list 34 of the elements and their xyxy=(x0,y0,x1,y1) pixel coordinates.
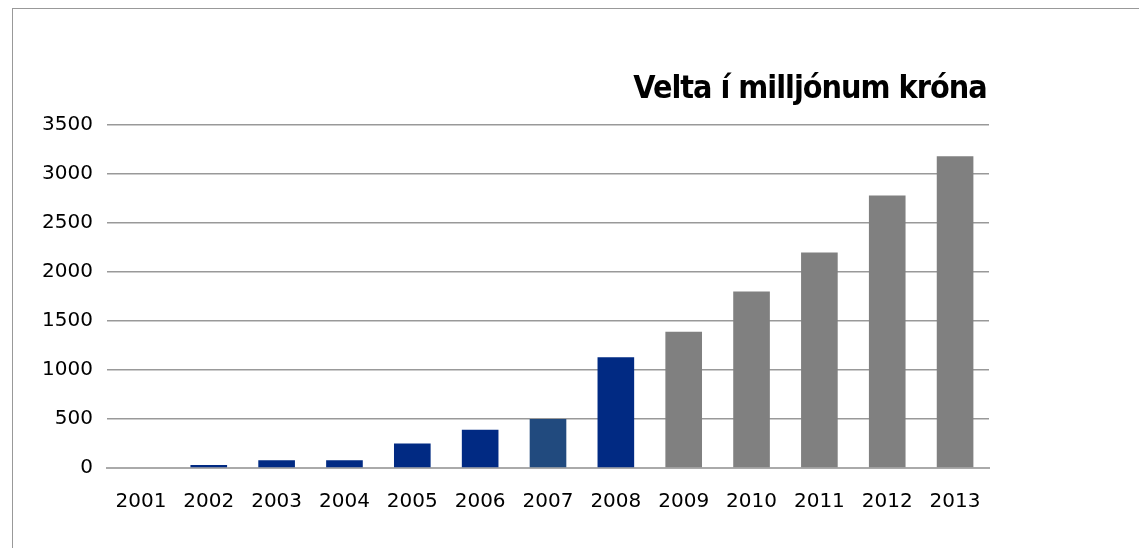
x-tick-label: 2012 xyxy=(861,488,913,513)
x-tick-label: 2004 xyxy=(319,488,370,513)
x-tick-label: 2010 xyxy=(726,488,777,513)
bar xyxy=(597,357,635,468)
bar xyxy=(529,419,567,468)
x-tick-label: 2003 xyxy=(251,488,303,513)
y-tick-label: 2500 xyxy=(42,209,93,234)
y-tick-label: 2000 xyxy=(42,258,93,283)
bar xyxy=(190,465,228,468)
bar xyxy=(326,460,363,468)
x-tick-label: 2009 xyxy=(658,488,710,513)
y-tick-label: 1000 xyxy=(42,356,93,381)
x-tick-label: 2001 xyxy=(115,488,167,513)
y-tick-label: 3000 xyxy=(42,160,93,185)
x-tick-label: 2006 xyxy=(454,488,506,513)
bar xyxy=(393,443,431,468)
y-tick-label: 1500 xyxy=(42,307,93,332)
y-tick-label: 500 xyxy=(54,405,93,430)
bar xyxy=(936,156,974,468)
y-tick-label: 0 xyxy=(80,454,93,479)
y-tick-label: 3500 xyxy=(42,111,93,136)
x-tick-label: 2002 xyxy=(183,488,235,513)
bar xyxy=(868,195,906,468)
x-tick-label: 2007 xyxy=(522,488,574,513)
bar xyxy=(801,252,838,468)
bar xyxy=(258,460,295,468)
bar xyxy=(665,331,703,468)
bar xyxy=(733,291,770,468)
x-tick-label: 2005 xyxy=(386,488,438,513)
chart-title: Velta í milljónum króna xyxy=(632,68,988,106)
bar xyxy=(461,429,499,468)
x-tick-label: 2013 xyxy=(929,488,981,513)
x-tick-label: 2011 xyxy=(793,488,845,513)
x-tick-label: 2008 xyxy=(590,488,642,513)
